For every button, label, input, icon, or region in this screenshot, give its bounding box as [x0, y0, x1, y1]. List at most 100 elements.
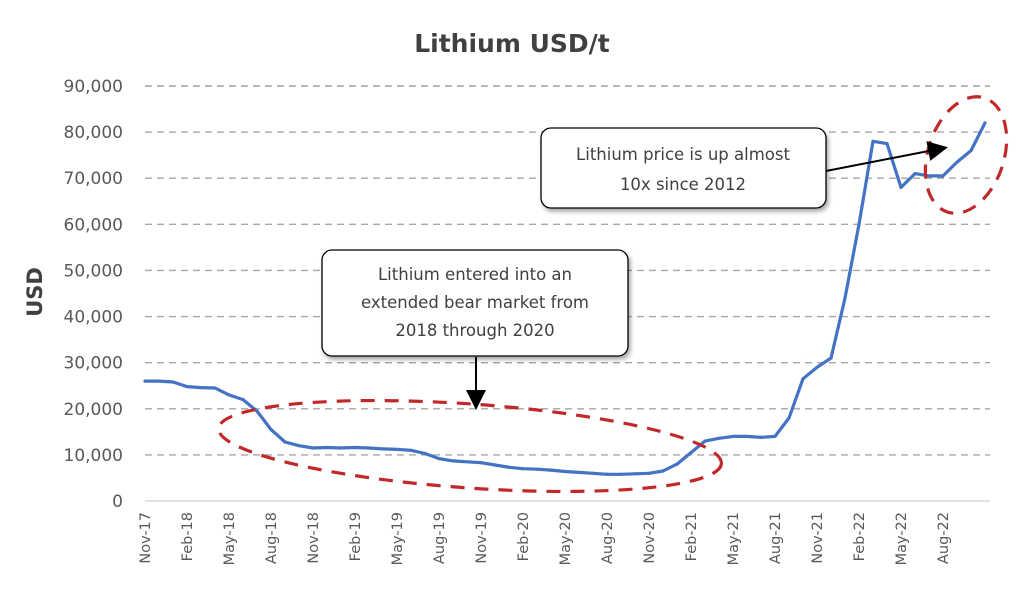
- data-point: [927, 174, 931, 178]
- x-tick-label: Feb-20: [516, 512, 532, 561]
- data-point: [157, 379, 161, 383]
- data-point: [843, 296, 847, 300]
- data-point: [213, 386, 217, 390]
- data-point: [283, 440, 287, 444]
- data-point: [353, 445, 357, 450]
- callout-box: [540, 127, 827, 209]
- x-tick-label: May-22: [894, 512, 910, 565]
- data-point: [731, 434, 735, 439]
- data-point: [269, 427, 273, 432]
- x-tick-label: Aug-22: [936, 512, 952, 564]
- callout-text-line: 10x since 2012: [620, 175, 746, 194]
- data-point: [451, 459, 455, 463]
- data-point: [955, 160, 959, 164]
- data-point: [171, 380, 175, 384]
- x-tick-label: Feb-22: [852, 512, 868, 561]
- y-tick-labels: 0 10,000 20,000 30,000 40,000 50,000 60,000 70,…: [64, 77, 123, 512]
- data-point: [675, 462, 679, 466]
- data-point: [465, 460, 469, 464]
- data-point: [969, 148, 973, 153]
- data-point: [395, 447, 399, 451]
- y-axis-label: USD: [23, 267, 47, 317]
- x-tick-label: Aug-21: [768, 512, 784, 564]
- data-point: [199, 385, 203, 390]
- x-tick-label: Feb-18: [180, 512, 196, 561]
- data-point: [325, 445, 329, 450]
- data-point: [983, 121, 987, 125]
- data-point: [241, 397, 245, 402]
- data-point: [591, 471, 595, 475]
- chart-title: Lithium USD/t: [414, 29, 610, 58]
- data-point: [871, 139, 875, 143]
- x-tick-label: Nov-19: [474, 512, 490, 564]
- data-point: [185, 385, 189, 389]
- callout-bear-market: Lithium entered into an extended bear ma…: [321, 249, 629, 410]
- y-tick-label: 0: [112, 492, 123, 512]
- data-point: [311, 446, 315, 450]
- data-point: [661, 469, 665, 473]
- x-tick-label: Nov-21: [810, 512, 826, 564]
- data-point: [773, 434, 777, 439]
- x-tick-labels: Nov-17 Feb-18 May-18 Aug-18 Nov-18 Feb-19 May-…: [138, 512, 952, 565]
- y-tick-label: 80,000: [64, 123, 123, 143]
- data-point: [787, 416, 791, 420]
- data-point: [829, 356, 833, 360]
- x-tick-label: Aug-18: [264, 512, 280, 564]
- data-point: [605, 472, 609, 476]
- x-tick-label: May-20: [558, 512, 574, 565]
- y-tick-label: 10,000: [64, 446, 123, 466]
- data-point: [577, 470, 581, 475]
- y-tick-label: 50,000: [64, 261, 123, 281]
- data-point: [367, 446, 371, 450]
- x-tick-label: May-19: [390, 512, 406, 565]
- y-tick-label: 40,000: [64, 308, 123, 328]
- data-point: [549, 468, 553, 472]
- callout-text-line: 2018 through 2020: [395, 321, 554, 340]
- data-point: [703, 439, 707, 443]
- data-point: [619, 472, 623, 476]
- data-point: [759, 435, 763, 439]
- x-tick-label: May-18: [222, 512, 238, 565]
- data-point: [899, 185, 903, 190]
- data-point: [143, 379, 147, 383]
- data-point: [815, 365, 819, 369]
- y-tick-label: 20,000: [64, 400, 123, 420]
- data-point: [885, 142, 889, 146]
- data-point: [647, 471, 651, 475]
- data-point: [507, 465, 511, 469]
- data-point: [227, 393, 231, 397]
- callout-box: [321, 249, 629, 357]
- data-point: [297, 444, 301, 448]
- y-tick-label: 60,000: [64, 215, 123, 235]
- data-point: [941, 174, 945, 178]
- callout-price-up: Lithium price is up almost 10x since 201…: [540, 127, 948, 209]
- callout-text-line: Lithium entered into an: [378, 265, 572, 284]
- x-tick-label: Feb-21: [684, 512, 700, 561]
- data-point: [633, 472, 637, 476]
- data-point: [801, 377, 805, 381]
- data-point: [717, 436, 721, 440]
- y-tick-label: 70,000: [64, 169, 123, 189]
- bear-market-ellipse: [216, 398, 724, 494]
- x-tick-label: Nov-20: [642, 512, 658, 564]
- data-point: [423, 451, 427, 456]
- data-point: [339, 446, 343, 450]
- y-tick-label: 90,000: [64, 77, 123, 97]
- data-point: [913, 172, 917, 176]
- x-tick-label: Feb-19: [348, 512, 364, 561]
- data-point: [381, 447, 385, 451]
- y-tick-label: 30,000: [64, 354, 123, 374]
- data-point: [689, 450, 693, 455]
- data-point: [255, 409, 259, 413]
- data-point: [857, 222, 861, 226]
- data-point: [493, 463, 497, 467]
- arrow-icon: [825, 141, 948, 172]
- x-tick-label: May-21: [726, 512, 742, 565]
- callout-text-line: Lithium price is up almost: [576, 145, 790, 164]
- callout-text-line: extended bear market from: [361, 293, 589, 312]
- data-point: [521, 467, 525, 471]
- data-point: [479, 461, 483, 465]
- data-point: [563, 469, 567, 474]
- data-point: [409, 448, 413, 452]
